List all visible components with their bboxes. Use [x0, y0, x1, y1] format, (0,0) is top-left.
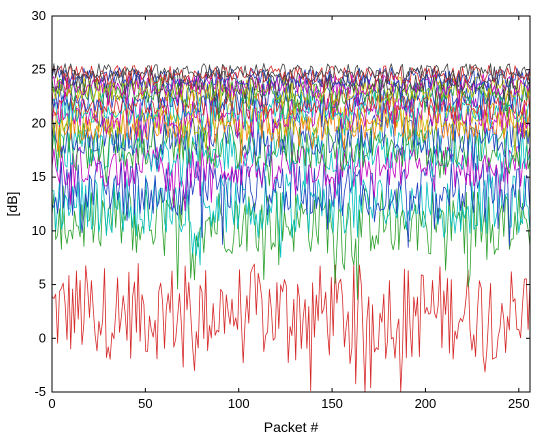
series-line-13: [51, 87, 531, 129]
y-tick-label: -5: [34, 384, 46, 399]
series-line-6: [51, 128, 531, 194]
y-tick-label: 25: [32, 62, 46, 77]
x-tick-label: 100: [228, 396, 250, 411]
x-tick-label: 0: [48, 396, 55, 411]
series-line-8: [51, 112, 531, 169]
y-axis-label: [dB]: [4, 192, 20, 217]
y-tick-label: 15: [32, 169, 46, 184]
plot-frame: [51, 15, 531, 393]
x-tick-label: 200: [415, 396, 437, 411]
y-tick-label: 0: [39, 330, 46, 345]
y-tick-label: 10: [32, 223, 46, 238]
series-layer: [51, 63, 531, 393]
y-tick-label: 20: [32, 115, 46, 130]
series-line-1: [51, 263, 531, 393]
x-tick-label: 150: [321, 396, 343, 411]
series-line-14: [51, 81, 531, 128]
x-tick-label: 250: [508, 396, 530, 411]
y-tick-label: 5: [39, 277, 46, 292]
y-tick-label: 30: [32, 8, 46, 23]
series-line-7: [51, 121, 531, 187]
series-line-21: [51, 63, 531, 89]
series-line-3: [51, 173, 531, 266]
x-axis-label: Packet #: [264, 419, 319, 435]
series-line-4: [51, 160, 531, 248]
series-line-9: [51, 105, 531, 164]
x-tick-label: 50: [138, 396, 152, 411]
